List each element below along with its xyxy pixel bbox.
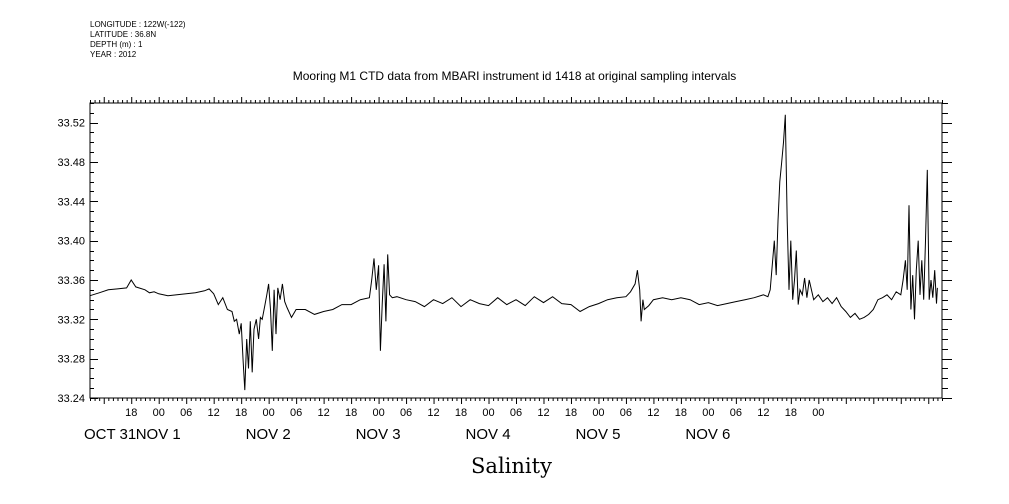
x-hour-tick-label: 06 [620, 407, 632, 419]
x-hour-tick-label: 18 [785, 407, 797, 419]
y-tick-label: 33.48 [57, 157, 85, 169]
x-hour-tick-label: 06 [400, 407, 412, 419]
x-hour-tick-label: 18 [345, 407, 357, 419]
year-text: YEAR : 2012 [90, 50, 137, 59]
x-hour-tick-label: 12 [317, 407, 329, 419]
x-hour-tick-label: 12 [537, 407, 549, 419]
x-day-label: NOV 2 [246, 426, 291, 443]
x-day-label: OCT 31 [84, 426, 136, 443]
depth-text: DEPTH (m) : 1 [90, 40, 143, 49]
y-tick-label: 33.36 [57, 275, 85, 287]
x-hour-tick-label: 12 [208, 407, 220, 419]
x-day-label: NOV 4 [466, 426, 511, 443]
x-hour-tick-label: 12 [647, 407, 659, 419]
y-tick-label: 33.28 [57, 354, 85, 366]
latitude-text: LATITUDE : 36.8N [90, 30, 157, 39]
x-hour-tick-label: 06 [730, 407, 742, 419]
x-day-label: NOV 3 [356, 426, 401, 443]
y-tick-label: 33.44 [57, 196, 85, 208]
salinity-series-line [89, 114, 938, 391]
y-tick-label: 33.24 [57, 393, 85, 405]
y-tick-label: 33.40 [57, 236, 85, 248]
x-hour-tick-label: 18 [565, 407, 577, 419]
y-tick-label: 33.52 [57, 118, 85, 130]
longitude-text: LONGITUDE : 122W(-122) [90, 20, 186, 29]
chart-title: Mooring M1 CTD data from MBARI instrumen… [292, 69, 737, 83]
metadata-block: LONGITUDE : 122W(-122) LATITUDE : 36.8N … [90, 20, 186, 60]
x-hour-tick-label: 18 [455, 407, 467, 419]
x-hour-tick-label: 00 [263, 407, 275, 419]
x-hour-tick-label: 18 [235, 407, 247, 419]
x-hour-tick-label: 00 [702, 407, 714, 419]
x-hour-tick-label: 00 [482, 407, 494, 419]
plot-frame [89, 102, 943, 399]
x-hour-tick-label: 12 [757, 407, 769, 419]
y-tick-label: 33.32 [57, 314, 85, 326]
x-hour-tick-label: 06 [510, 407, 522, 419]
x-hour-tick-label: 12 [427, 407, 439, 419]
x-hour-tick-label: 06 [180, 407, 192, 419]
x-hour-tick-label: 00 [592, 407, 604, 419]
x-hour-tick-label: 18 [675, 407, 687, 419]
x-hour-tick-label: 18 [125, 407, 137, 419]
x-axis-label: Salinity [471, 454, 552, 478]
x-day-label: NOV 6 [685, 426, 730, 443]
x-day-label: NOV 5 [575, 426, 620, 443]
x-hour-tick-label: 06 [290, 407, 302, 419]
x-hour-tick-label: 00 [153, 407, 165, 419]
x-day-label: NOV 1 [136, 426, 181, 443]
x-hour-tick-label: 00 [812, 407, 824, 419]
x-hour-tick-label: 00 [372, 407, 384, 419]
